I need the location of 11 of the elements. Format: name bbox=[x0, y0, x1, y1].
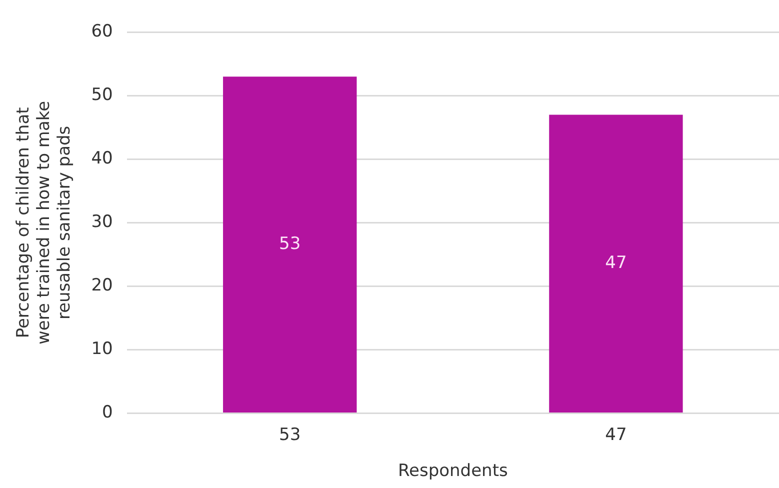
data-label: 53 bbox=[279, 234, 301, 254]
y-tick-label: 0 bbox=[102, 402, 113, 423]
y-tick-label: 30 bbox=[91, 212, 113, 232]
y-tick-label: 50 bbox=[91, 85, 113, 106]
y-tick-label: 20 bbox=[91, 276, 113, 296]
x-axis-title: Respondents bbox=[398, 461, 508, 482]
y-tick-label: 40 bbox=[91, 148, 113, 169]
y-tick-label: 60 bbox=[91, 22, 113, 42]
y-axis-title: Percentage of children that were trained in how to make reusable sanitary pads bbox=[14, 100, 74, 345]
y-tick-label: 10 bbox=[91, 339, 113, 360]
data-label: 47 bbox=[605, 253, 627, 274]
